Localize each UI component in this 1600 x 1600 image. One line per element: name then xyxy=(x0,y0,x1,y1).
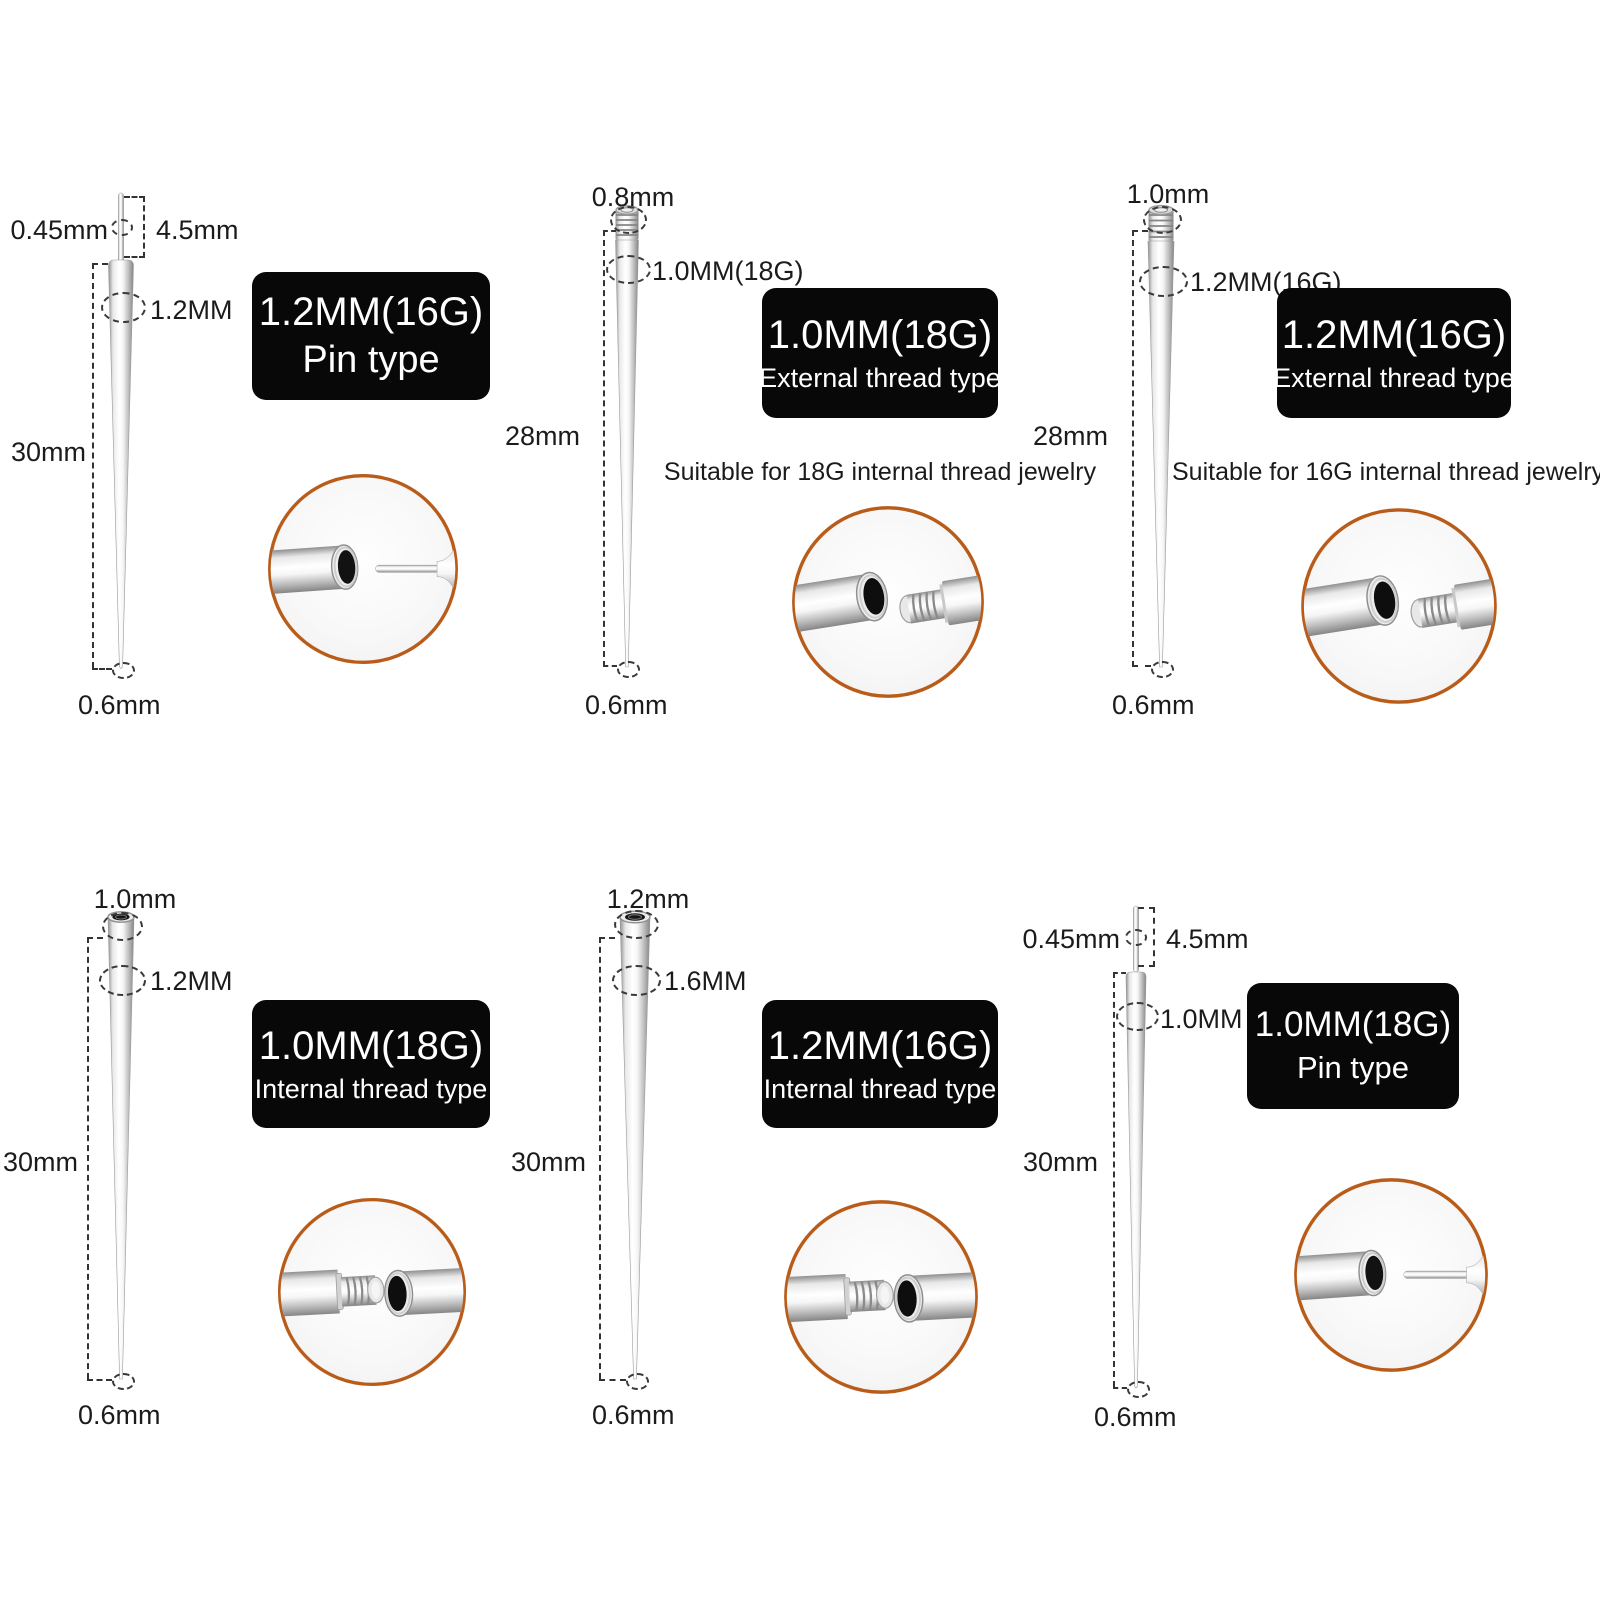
gauge-dash-ellipse xyxy=(606,255,651,284)
tip-diameter-label: 0.45mm xyxy=(1022,924,1120,954)
tip-length-tick-top xyxy=(1138,907,1155,909)
length-label: 30mm xyxy=(510,1147,586,1177)
gauge-dash-ellipse xyxy=(101,292,146,323)
point-diameter-label: 0.6mm xyxy=(1112,690,1195,720)
length-tick-bottom xyxy=(1132,665,1151,667)
tip-dash-ellipse xyxy=(102,912,143,941)
tip-diameter-label: 1.0mm xyxy=(93,884,177,914)
length-tick-top xyxy=(1132,230,1148,232)
tip-length-tick-bottom xyxy=(1138,965,1155,967)
tip-dash-ellipse xyxy=(111,219,133,236)
length-line xyxy=(1113,972,1115,1387)
point-dash-ellipse xyxy=(112,1373,135,1390)
compatibility-note: Suitable for 16G internal thread jewelry xyxy=(1172,458,1600,486)
spec-box-type: Pin type xyxy=(1296,1050,1409,1086)
length-tick-bottom xyxy=(92,668,112,670)
length-line xyxy=(87,937,89,1379)
spec-box-size: 1.2MM(16G) xyxy=(1281,312,1507,357)
point-dash-ellipse xyxy=(1151,661,1174,678)
tip-length-label: 4.5mm xyxy=(1166,924,1249,954)
tip-length-tick-bottom xyxy=(124,256,145,258)
length-line xyxy=(92,263,94,668)
tip-dash-ellipse xyxy=(1125,929,1147,946)
gauge-label: 1.0MM xyxy=(1160,1004,1243,1034)
gauge-label: 1.2MM xyxy=(150,966,233,996)
spec-box: 1.0MM(18G) Pin type xyxy=(1247,983,1459,1109)
tip-length-line xyxy=(143,196,145,258)
point-diameter-label: 0.6mm xyxy=(78,1400,161,1430)
length-tick-top xyxy=(1113,972,1126,974)
length-label: 30mm xyxy=(10,437,86,467)
spec-box-type: Internal thread type xyxy=(254,1073,488,1104)
tip-length-tick-top xyxy=(124,196,145,198)
length-tick-bottom xyxy=(603,665,617,667)
length-tick-bottom xyxy=(87,1379,112,1381)
spec-box-type: Internal thread type xyxy=(763,1073,997,1104)
taper-graphic xyxy=(1125,905,1147,1389)
gauge-dash-ellipse xyxy=(1116,1002,1159,1031)
length-line xyxy=(599,937,601,1379)
length-label: 28mm xyxy=(504,421,580,451)
point-dash-ellipse xyxy=(626,1373,649,1390)
length-label: 30mm xyxy=(2,1147,78,1177)
tip-length-line xyxy=(1153,907,1155,967)
spec-box: 1.2MM(16G) External thread type xyxy=(1273,288,1515,418)
spec-box-type: External thread type xyxy=(759,362,1001,393)
gauge-dash-ellipse xyxy=(612,965,661,996)
length-tick-top xyxy=(603,230,616,232)
point-diameter-label: 0.6mm xyxy=(585,690,668,720)
pin-connection-photo xyxy=(1288,1172,1494,1378)
compatibility-note: Suitable for 18G internal thread jewelry xyxy=(663,458,1097,486)
spec-box-type: External thread type xyxy=(1273,362,1515,393)
gauge-label: 1.0MM(18G) xyxy=(652,256,804,286)
spec-box: 1.2MM(16G) Internal thread type xyxy=(762,1000,998,1128)
length-line xyxy=(1132,230,1134,667)
tip-dash-ellipse xyxy=(610,206,647,234)
length-line xyxy=(603,230,605,667)
tip-diameter-label: 0.45mm xyxy=(10,215,108,245)
length-label: 30mm xyxy=(1022,1147,1098,1177)
spec-box-size: 1.2MM(16G) xyxy=(258,290,484,335)
length-tick-top xyxy=(599,937,615,939)
length-label: 28mm xyxy=(1032,421,1108,451)
tip-length-label: 4.5mm xyxy=(156,215,239,245)
tip-diameter-label: 1.0mm xyxy=(1126,179,1210,209)
point-diameter-label: 0.6mm xyxy=(1094,1402,1177,1432)
length-tick-top xyxy=(87,937,103,939)
spec-box-type: Pin type xyxy=(302,339,440,382)
point-diameter-label: 0.6mm xyxy=(592,1400,675,1430)
gauge-label: 1.6MM xyxy=(664,966,747,996)
tip-dash-ellipse xyxy=(1143,206,1182,234)
point-dash-ellipse xyxy=(112,662,135,679)
spec-box: 1.0MM(18G) External thread type xyxy=(759,288,1001,418)
length-tick-top xyxy=(92,263,108,265)
gauge-dash-ellipse xyxy=(99,965,146,996)
spec-box-size: 1.2MM(16G) xyxy=(767,1023,993,1068)
gauge-dash-ellipse xyxy=(1139,266,1188,297)
point-diameter-label: 0.6mm xyxy=(78,690,161,720)
tip-diameter-label: 1.2mm xyxy=(606,884,690,914)
length-tick-bottom xyxy=(599,1379,626,1381)
spec-box-size: 1.0MM(18G) xyxy=(767,312,993,357)
tip-dash-ellipse xyxy=(614,910,659,939)
spec-box-size: 1.0MM(18G) xyxy=(1254,1005,1452,1045)
spec-box-size: 1.0MM(18G) xyxy=(258,1023,484,1068)
spec-box: 1.2MM(16G) Pin type xyxy=(252,272,490,400)
point-dash-ellipse xyxy=(617,661,640,678)
point-dash-ellipse xyxy=(1127,1381,1150,1398)
gauge-label: 1.2MM xyxy=(150,295,233,325)
length-tick-bottom xyxy=(1113,1387,1127,1389)
spec-box: 1.0MM(18G) Internal thread type xyxy=(252,1000,490,1128)
